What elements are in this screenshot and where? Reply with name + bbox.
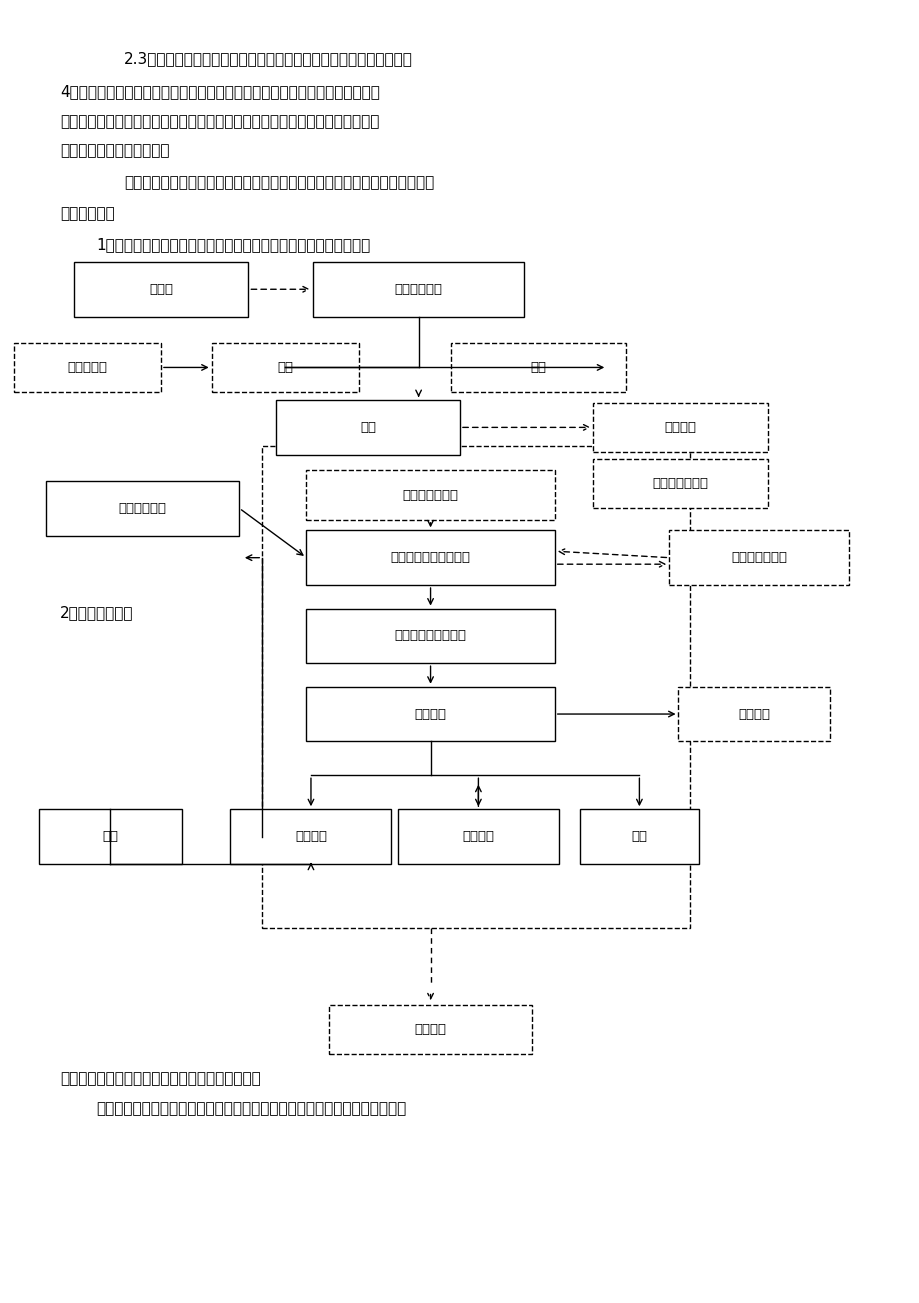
Text: 效能供给商评估: 效能供给商评估 xyxy=(731,551,786,564)
Text: 验收: 验收 xyxy=(359,421,376,434)
Bar xyxy=(312,262,524,317)
Text: 装备档案: 装备档案 xyxy=(414,1023,446,1036)
Bar xyxy=(231,809,391,864)
Text: 包含监视方案、监视记载、改正与防备办法等。对要害环节、新上岗、培训中人: 包含监视方案、监视记载、改正与防备办法等。对要害环节、新上岗、培训中人 xyxy=(60,113,379,129)
Text: 1、装备推销调运治理（《试验仪器置办审批表》、《装备档案》）: 1、装备推销调运治理（《试验仪器置办审批表》、《装备档案》） xyxy=(96,237,370,253)
Bar xyxy=(211,343,358,392)
Bar xyxy=(397,809,558,864)
Text: 三、试验中使用的耗费品治理【料，含规范物质】: 三、试验中使用的耗费品治理【料，含规范物质】 xyxy=(60,1071,260,1087)
Bar xyxy=(329,1005,531,1054)
Bar xyxy=(306,530,554,585)
Bar xyxy=(593,403,767,452)
Text: 校准讲演的计量确认: 校准讲演的计量确认 xyxy=(394,629,466,642)
Bar xyxy=(593,459,767,508)
Text: 试验耗费品：规范沙、化学药品、基准水泥等【对检测后果有较大年夔障碍】: 试验耗费品：规范沙、化学药品、基准水泥等【对检测后果有较大年夔障碍】 xyxy=(96,1101,406,1117)
Bar xyxy=(262,446,689,928)
Bar xyxy=(450,343,625,392)
Text: 装备需要方案: 装备需要方案 xyxy=(394,283,442,296)
Text: 装备档案: 装备档案 xyxy=(664,421,696,434)
Text: 方案: 方案 xyxy=(102,830,119,843)
Bar xyxy=(678,687,830,741)
Text: 4、职员监视：经过监视，确认治理能否无效、否职员在治理跟技艺上的短少，: 4、职员监视：经过监视，确认治理能否无效、否职员在治理跟技艺上的短少， xyxy=(60,83,380,99)
Text: 职员监视应填写的表格《监视方案》、《监视记载》、《改正与防备办法表》: 职员监视应填写的表格《监视方案》、《监视记载》、《改正与防备办法表》 xyxy=(124,175,434,190)
Text: 维修: 维修 xyxy=(630,830,647,843)
Bar xyxy=(14,343,161,392)
Bar xyxy=(74,262,248,317)
Bar xyxy=(46,481,239,536)
Text: 三、装备治理: 三、装备治理 xyxy=(60,206,115,222)
Text: 装备装置、调试: 装备装置、调试 xyxy=(403,489,458,502)
Text: 调运: 调运 xyxy=(529,361,546,374)
Bar xyxy=(579,809,698,864)
Text: 装备供给商评估: 装备供给商评估 xyxy=(652,477,708,490)
Bar xyxy=(276,400,460,455)
Bar xyxy=(306,470,554,520)
Bar xyxy=(306,609,554,663)
Text: 及格供给商: 及格供给商 xyxy=(67,361,108,374)
Text: 使用记载: 使用记载 xyxy=(738,708,769,721)
Bar xyxy=(306,687,554,741)
Bar xyxy=(39,809,182,864)
Text: 检定校准方案: 检定校准方案 xyxy=(119,502,166,515)
Text: 装备保护: 装备保护 xyxy=(295,830,326,843)
Bar xyxy=(669,530,847,585)
Text: 各部分: 各部分 xyxy=(149,283,173,296)
Text: 推销: 推销 xyxy=(277,361,293,374)
Text: 2、装备使用治理: 2、装备使用治理 xyxy=(60,605,133,620)
Text: 装备检定、校准、自校: 装备检定、校准、自校 xyxy=(391,551,470,564)
Text: 员、条约制职员进展监视。: 员、条约制职员进展监视。 xyxy=(60,143,169,159)
Text: 2.3培训应填写表格《培训方案》、《培训记载》、《培训后果确认》: 2.3培训应填写表格《培训方案》、《培训记载》、《培训后果确认》 xyxy=(124,51,413,66)
Text: 时期核对: 时期核对 xyxy=(462,830,494,843)
Text: 装备使用: 装备使用 xyxy=(414,708,446,721)
